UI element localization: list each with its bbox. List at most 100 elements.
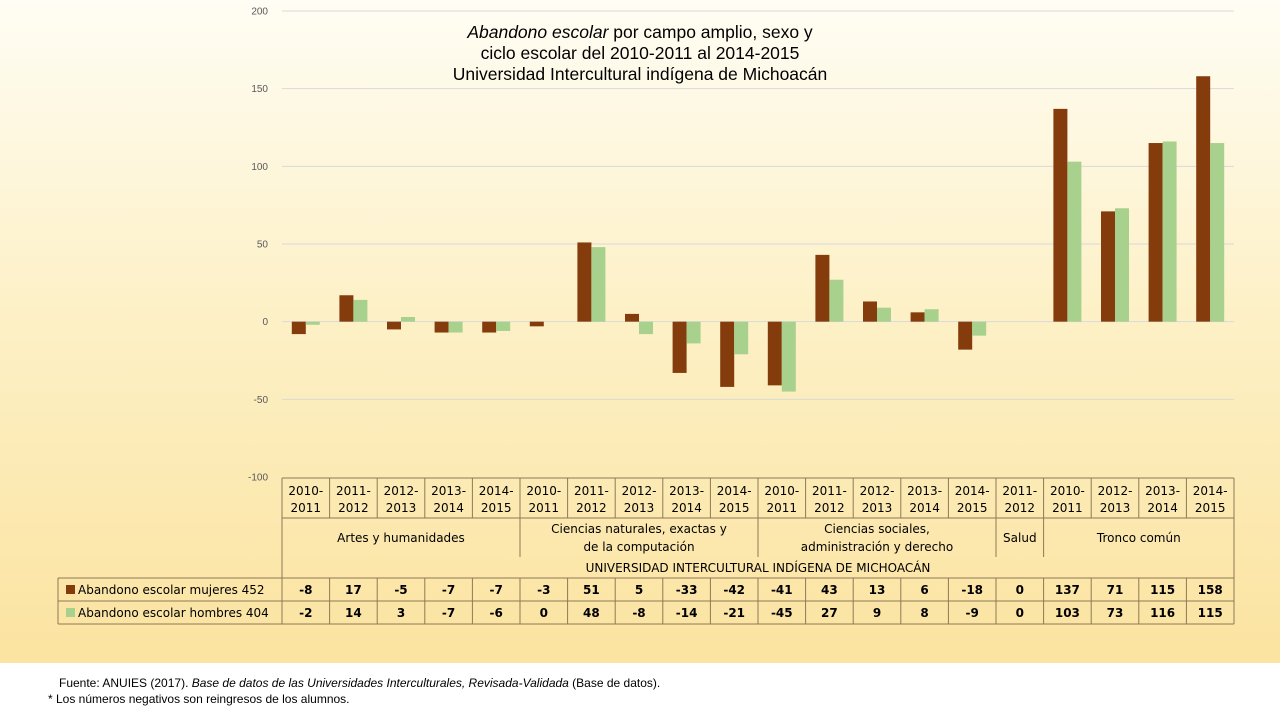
group-label: de la computación	[583, 540, 694, 554]
year-label: 2014	[433, 501, 464, 515]
year-label: 2012-	[1098, 484, 1133, 498]
table-value: 48	[583, 606, 600, 620]
bar-hombres	[781, 321, 796, 392]
y-tick-label: 150	[251, 84, 268, 95]
table-value: 71	[1107, 583, 1124, 597]
chart-title-line-1: Abandono escolar por campo amplio, sexo …	[466, 22, 813, 42]
group-label: Artes y humanidades	[337, 531, 465, 545]
chart-title-rest: por campo amplio, sexo y	[608, 22, 813, 42]
year-label: 2012-	[622, 484, 657, 498]
group-label: Ciencias sociales,	[824, 522, 930, 536]
legend-label-hombres: Abandono escolar hombres 404	[78, 606, 269, 620]
bar-hombres	[829, 279, 844, 322]
table-value: -2	[299, 606, 312, 620]
year-label: 2011	[1052, 501, 1083, 515]
year-label: 2011	[767, 501, 798, 515]
table-value: -7	[442, 583, 455, 597]
table-value: 8	[920, 606, 928, 620]
bar-hombres	[1115, 208, 1129, 322]
bar-mujeres	[1053, 108, 1068, 322]
table-value: 115	[1150, 583, 1175, 597]
chart-area: 200 150 100 50 0 -50 -100 Abandono escolar por…	[0, 0, 1280, 663]
year-label: 2015	[719, 501, 750, 515]
table-value: 0	[540, 606, 548, 620]
year-label: 2011-	[1002, 484, 1037, 498]
table-value: 116	[1150, 606, 1175, 620]
bar-mujeres	[625, 313, 639, 322]
year-label: 2014-	[479, 484, 514, 498]
year-label: 2012	[814, 501, 845, 515]
year-label: 2014	[909, 501, 940, 515]
bar-hombres	[1210, 143, 1225, 322]
y-tick-label: -100	[248, 473, 268, 484]
chart-title-italic: Abandono escolar	[466, 22, 609, 42]
table-value: 3	[397, 606, 405, 620]
table-value: -9	[966, 606, 979, 620]
table-value: 158	[1198, 583, 1223, 597]
year-label: 2013	[1100, 501, 1131, 515]
bar-mujeres	[434, 321, 449, 333]
year-label: 2013	[624, 501, 655, 515]
table-value: 73	[1107, 606, 1124, 620]
y-tick-label: 0	[262, 317, 268, 328]
year-label: 2013-	[907, 484, 942, 498]
y-tick-label: -50	[254, 395, 269, 406]
year-label: 2012	[338, 501, 369, 515]
year-label: 2010-	[526, 484, 561, 498]
table-value: 137	[1055, 583, 1080, 597]
year-label: 2013	[386, 501, 417, 515]
legend-label-mujeres: Abandono escolar mujeres 452	[78, 583, 265, 597]
table-value: 27	[821, 606, 838, 620]
table-value: 43	[821, 583, 838, 597]
year-label: 2015	[481, 501, 512, 515]
table-value: 0	[1016, 583, 1024, 597]
source-prefix: Fuente: ANUIES (2017).	[59, 676, 192, 690]
table-value: 103	[1055, 606, 1080, 620]
year-label: 2014-	[955, 484, 990, 498]
table-value: -14	[676, 606, 698, 620]
bar-hombres	[639, 321, 653, 335]
table-value: -8	[299, 583, 312, 597]
year-label: 2010-	[1050, 484, 1085, 498]
table-value: -6	[490, 606, 503, 620]
bar-hombres	[1067, 161, 1082, 322]
group-label: Tronco común	[1096, 531, 1181, 545]
bar-mujeres	[387, 321, 401, 330]
bar-hombres	[496, 321, 511, 331]
bar-hombres	[1162, 141, 1177, 322]
source-footnote: Fuente: ANUIES (2017). Base de datos de …	[59, 676, 660, 690]
year-label: 2013	[862, 501, 893, 515]
year-label: 2013-	[669, 484, 704, 498]
year-label: 2015	[957, 501, 988, 515]
year-label: 2013-	[431, 484, 466, 498]
chart-title-line-2: ciclo escolar del 2010-2011 al 2014-2015	[481, 43, 800, 63]
bar-mujeres	[910, 312, 925, 322]
table-value: 5	[635, 583, 643, 597]
legend-key-hombres	[66, 608, 75, 617]
bar-mujeres	[529, 321, 544, 327]
bar-mujeres	[482, 321, 497, 333]
year-label: 2011-	[574, 484, 609, 498]
bar-mujeres	[863, 301, 877, 322]
negative-note: * Los números negativos son reingresos d…	[48, 692, 350, 706]
bar-mujeres	[767, 321, 782, 386]
table-value: -41	[771, 583, 793, 597]
university-label: UNIVERSIDAD INTERCULTURAL INDÍGENA DE MI…	[586, 560, 931, 575]
bar-hombres	[448, 321, 463, 333]
table-value: 6	[920, 583, 928, 597]
table-value: -7	[442, 606, 455, 620]
year-label: 2014	[1147, 501, 1178, 515]
year-label: 2012-	[860, 484, 895, 498]
table-value: 51	[583, 583, 600, 597]
bar-hombres	[734, 321, 749, 355]
bar-hombres	[924, 309, 939, 322]
group-label: administración y derecho	[801, 540, 953, 554]
year-label: 2011	[529, 501, 560, 515]
table-value: -8	[632, 606, 645, 620]
y-tick-label: 50	[257, 240, 269, 251]
legend-key-mujeres	[66, 585, 75, 594]
year-label: 2011	[291, 501, 322, 515]
group-label: Ciencias naturales, exactas y	[551, 522, 727, 536]
source-suffix: (Base de datos).	[568, 676, 661, 690]
year-label: 2015	[1195, 501, 1226, 515]
